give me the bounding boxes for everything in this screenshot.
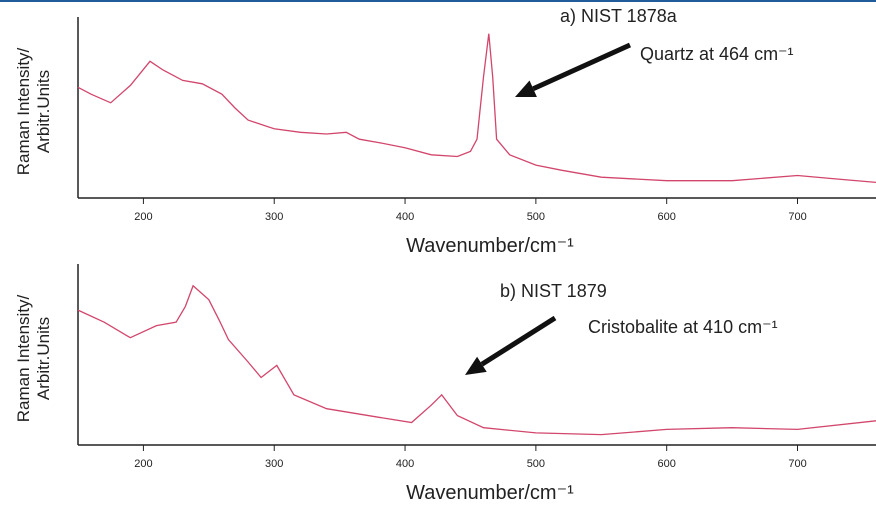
x-tick-label: 700 [788,458,806,470]
annotation: Cristobalite at 410 cm⁻¹ [588,317,778,337]
x-tick-label: 200 [134,458,152,470]
x-tick-label: 400 [396,458,414,470]
y-axis-title: Raman Intensity/ [14,47,33,175]
x-tick-label: 700 [788,211,806,223]
arrow-head [465,356,487,375]
x-tick-label: 400 [396,211,414,223]
x-tick-label: 300 [265,458,283,470]
x-axis-title: Wavenumber/cm⁻¹ [406,235,574,257]
x-axis-title: Wavenumber/cm⁻¹ [406,482,574,504]
arrow-head [515,80,537,97]
y-axis-title: Raman Intensity/ [14,294,33,422]
spectrum-line [77,284,876,436]
y-axis-title: Arbitr.Units [34,70,53,153]
x-tick-label: 500 [527,458,545,470]
x-tick-label: 200 [134,211,152,223]
arrow-shaft [532,42,632,92]
y-axis-title: Arbitr.Units [34,317,53,400]
arrow-shaft [480,315,557,367]
x-tick-label: 300 [265,211,283,223]
annotation: b) NIST 1879 [500,281,607,301]
annotation: Quartz at 464 cm⁻¹ [640,44,794,64]
x-tick-label: 500 [527,211,545,223]
annotation: a) NIST 1878a [560,6,678,26]
x-tick-label: 600 [658,458,676,470]
x-tick-label: 600 [658,211,676,223]
spectrum-line [77,33,876,184]
